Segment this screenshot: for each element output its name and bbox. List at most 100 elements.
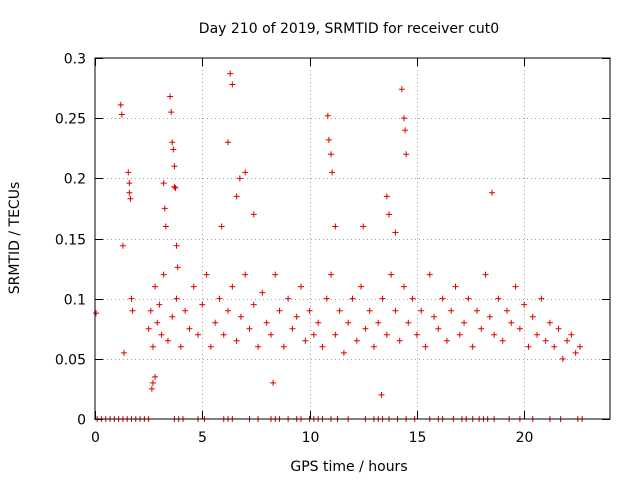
data-point [93, 310, 100, 317]
data-point [310, 331, 317, 338]
y-tick-label: 0.3 [64, 52, 86, 68]
data-point [396, 337, 403, 344]
data-point [448, 307, 455, 314]
data-point [212, 319, 219, 326]
data-point [383, 193, 390, 200]
data-point [403, 151, 410, 158]
data-point [174, 264, 181, 271]
data-point [227, 70, 234, 77]
x-tick-label: 15 [409, 430, 427, 446]
data-point [328, 151, 335, 158]
data-point [173, 295, 180, 302]
data-point [229, 283, 236, 290]
data-point [546, 319, 553, 326]
data-point [125, 169, 132, 176]
y-tick-label: 0.1 [64, 293, 86, 309]
data-point [145, 325, 152, 332]
data-point [486, 313, 493, 320]
data-point [242, 271, 249, 278]
data-point [158, 331, 165, 338]
x-tick-label: 0 [91, 430, 100, 446]
grid-layer [95, 58, 610, 419]
data-point [482, 271, 489, 278]
data-point [149, 343, 156, 350]
data-point [426, 271, 433, 278]
data-point [229, 81, 236, 88]
data-point [375, 319, 382, 326]
data-point [129, 307, 136, 314]
data-point [149, 379, 156, 386]
data-point [246, 325, 253, 332]
data-point [538, 295, 545, 302]
data-point [154, 319, 161, 326]
data-point [225, 139, 232, 146]
data-point [495, 295, 502, 302]
data-point [362, 325, 369, 332]
y-tick-label: 0.05 [55, 353, 86, 369]
data-point [439, 295, 446, 302]
data-point [572, 349, 579, 356]
data-point [385, 211, 392, 218]
data-point [263, 319, 270, 326]
data-point [167, 93, 174, 100]
data-point [324, 112, 331, 119]
data-point [360, 223, 367, 230]
data-point [170, 146, 177, 153]
data-point [525, 343, 532, 350]
data-point [516, 325, 523, 332]
data-point [473, 307, 480, 314]
data-point [568, 331, 575, 338]
data-point [388, 271, 395, 278]
data-point [398, 86, 405, 93]
data-point [225, 307, 232, 314]
data-point [302, 337, 309, 344]
data-point [551, 343, 558, 350]
data-point [383, 331, 390, 338]
data-point [160, 271, 167, 278]
data-point [236, 175, 243, 182]
data-point [418, 307, 425, 314]
data-point [207, 343, 214, 350]
data-point [465, 295, 472, 302]
data-point [340, 349, 347, 356]
data-point [488, 189, 495, 196]
plot-frame [94, 57, 611, 420]
data-point [323, 295, 330, 302]
data-point [413, 331, 420, 338]
x-axis-label: GPS time / hours [290, 459, 407, 475]
data-point [401, 115, 407, 122]
data-point [216, 295, 223, 302]
data-point [250, 301, 257, 308]
data-point [172, 184, 179, 191]
data-point [285, 295, 292, 302]
data-point [199, 301, 206, 308]
data-point [564, 337, 571, 344]
data-point [171, 183, 178, 190]
data-point [156, 301, 163, 308]
data-point [529, 313, 536, 320]
data-point [542, 337, 549, 344]
data-point [161, 205, 168, 212]
data-point [280, 343, 287, 350]
data-point [325, 136, 332, 143]
data-point [521, 301, 528, 308]
data-point [164, 337, 171, 344]
data-point [160, 180, 167, 187]
data-point [409, 295, 416, 302]
data-point [118, 111, 125, 118]
data-point [329, 169, 336, 176]
y-tick-label: 0.25 [55, 112, 86, 128]
data-point [478, 325, 485, 332]
data-point [127, 195, 134, 202]
y-tick-label: 0.2 [64, 172, 86, 188]
points-layer [93, 70, 586, 422]
data-point [162, 223, 169, 230]
data-point [379, 295, 386, 302]
x-tick-label: 10 [302, 430, 320, 446]
data-point [345, 319, 352, 326]
data-point [512, 283, 519, 290]
data-point [504, 307, 510, 314]
data-point [336, 307, 343, 314]
data-point [289, 325, 296, 332]
